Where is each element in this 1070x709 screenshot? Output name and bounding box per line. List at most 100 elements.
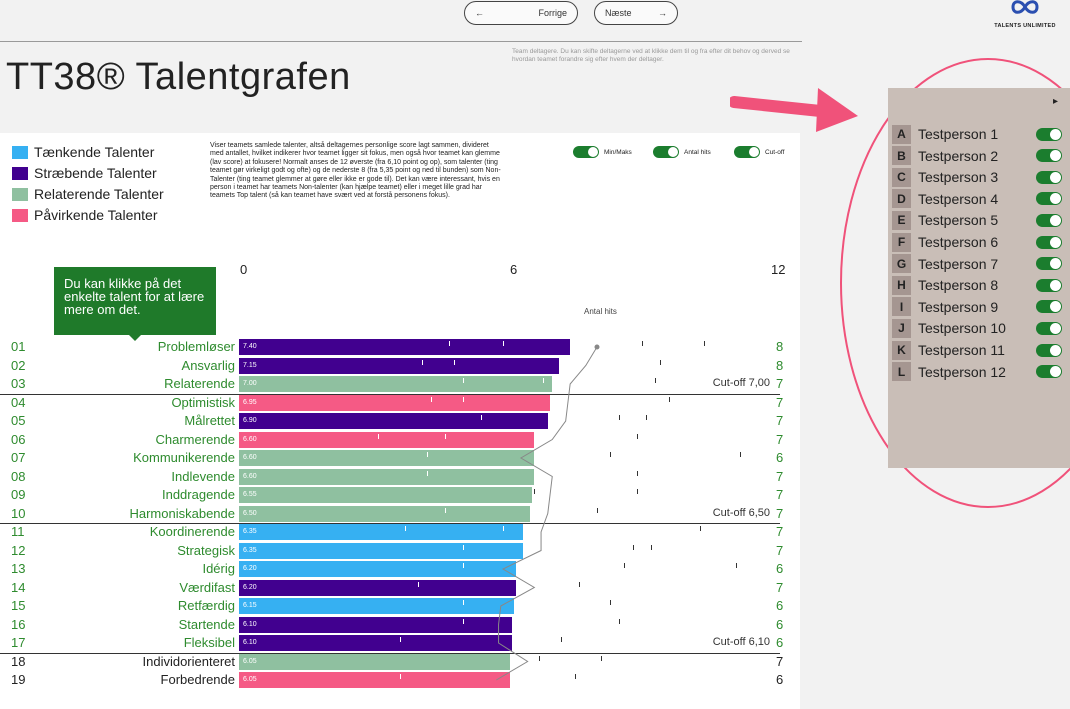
talent-name[interactable]: Fleksibel xyxy=(183,635,235,650)
talent-name[interactable]: Kommunikerende xyxy=(133,450,235,465)
hit-marker xyxy=(579,581,581,587)
participant-row[interactable]: I Testperson 9 xyxy=(892,296,1070,318)
talent-bar[interactable]: 6.95 xyxy=(239,394,550,411)
talent-row[interactable]: 02 Ansvarlig 7.15 8 xyxy=(0,357,800,375)
talent-number: 03 xyxy=(11,376,26,391)
talent-row[interactable]: 05 Målrettet 6.90 7 xyxy=(0,412,800,430)
participant-row[interactable]: C Testperson 3 xyxy=(892,166,1070,188)
talent-bar[interactable]: 7.00 xyxy=(239,376,553,392)
hit-marker xyxy=(426,452,428,457)
talent-name[interactable]: Værdifast xyxy=(179,579,235,595)
talent-bar[interactable]: 6.35 xyxy=(239,524,524,540)
hit-marker xyxy=(538,655,540,661)
talent-bar[interactable]: 6.05 xyxy=(239,653,510,670)
talent-name[interactable]: Inddragende xyxy=(161,487,235,502)
participant-toggle[interactable] xyxy=(1036,300,1062,314)
talent-name[interactable]: Charmerende xyxy=(155,431,236,447)
participant-row[interactable]: E Testperson 5 xyxy=(892,209,1070,231)
talent-bar[interactable]: 6.20 xyxy=(239,579,517,596)
talent-row[interactable]: 03 Relaterende 7.00 7 Cut-off 7,00 xyxy=(0,375,800,393)
hit-marker xyxy=(462,563,464,568)
participant-row[interactable]: L Testperson 12 xyxy=(892,361,1070,383)
talent-name[interactable]: Individorienteret xyxy=(142,653,236,669)
next-button[interactable]: Næste → xyxy=(594,1,678,25)
logo-text: TALENTS UNLIMITED xyxy=(994,23,1056,29)
participant-row[interactable]: H Testperson 8 xyxy=(892,274,1070,296)
participant-row[interactable]: K Testperson 11 xyxy=(892,339,1070,361)
talent-row[interactable]: 17 Fleksibel 6.10 6 Cut-off 6,10 xyxy=(0,634,800,652)
participant-toggle[interactable] xyxy=(1036,170,1062,184)
prev-button[interactable]: ← Forrige xyxy=(464,1,578,25)
panel-expand-icon[interactable]: ▸ xyxy=(1053,96,1059,107)
talent-row[interactable]: 01 Problemløser 7.40 8 xyxy=(0,338,800,356)
participant-row[interactable]: J Testperson 10 xyxy=(892,317,1070,339)
participant-toggle[interactable] xyxy=(1036,343,1062,357)
talent-bar[interactable]: 6.60 xyxy=(239,431,535,448)
participant-toggle[interactable] xyxy=(1036,149,1062,163)
talent-row[interactable]: 12 Strategisk 6.35 7 xyxy=(0,542,800,560)
talent-name[interactable]: Optimistisk xyxy=(171,394,235,410)
talent-name[interactable]: Strategisk xyxy=(177,542,235,558)
talent-bar[interactable]: 6.05 xyxy=(239,672,510,688)
participant-toggle[interactable] xyxy=(1036,235,1062,249)
talent-row[interactable]: 11 Koordinerende 6.35 7 xyxy=(0,523,800,541)
talent-row[interactable]: 16 Startende 6.10 6 xyxy=(0,616,800,634)
talent-bar[interactable]: 6.90 xyxy=(239,413,548,429)
participant-toggle[interactable] xyxy=(1036,213,1062,227)
toggle-minmax[interactable]: Min/Maks xyxy=(573,146,632,158)
participant-row[interactable]: G Testperson 7 xyxy=(892,253,1070,275)
legend-swatch xyxy=(12,208,28,222)
talent-row[interactable]: 13 Idérig 6.20 6 xyxy=(0,560,800,578)
participant-row[interactable]: D Testperson 4 xyxy=(892,188,1070,210)
talent-name[interactable]: Problemløser xyxy=(157,339,235,354)
toggle-switch[interactable] xyxy=(573,146,599,158)
talent-name[interactable]: Startende xyxy=(178,616,235,632)
talent-bar[interactable]: 6.50 xyxy=(239,505,530,522)
talent-bar[interactable]: 6.10 xyxy=(239,635,512,651)
talent-bar[interactable]: 6.15 xyxy=(239,598,515,614)
participant-row[interactable]: B Testperson 2 xyxy=(892,145,1070,167)
talent-row[interactable]: 14 Værdifast 6.20 7 xyxy=(0,579,800,597)
talent-name[interactable]: Idérig xyxy=(202,561,235,576)
participant-row[interactable]: A Testperson 1 xyxy=(892,123,1070,145)
talent-row[interactable]: 15 Retfærdig 6.15 6 xyxy=(0,597,800,615)
toggle-switch[interactable] xyxy=(734,146,760,158)
participant-toggle[interactable] xyxy=(1036,321,1062,335)
participant-toggle[interactable] xyxy=(1036,278,1062,292)
talent-name[interactable]: Målrettet xyxy=(184,413,235,428)
talent-bar[interactable]: 6.55 xyxy=(239,487,533,503)
talent-name[interactable]: Harmoniskabende xyxy=(129,505,235,521)
talent-name[interactable]: Retfærdig xyxy=(177,598,235,613)
talent-bar[interactable]: 7.40 xyxy=(239,339,571,355)
talent-row[interactable]: 08 Indlevende 6.60 7 xyxy=(0,468,800,486)
talent-row[interactable]: 04 Optimistisk 6.95 7 xyxy=(0,394,800,412)
talent-row[interactable]: 07 Kommunikerende 6.60 6 xyxy=(0,449,800,467)
talent-row[interactable]: 09 Inddragende 6.55 7 xyxy=(0,486,800,504)
talent-bar[interactable]: 6.35 xyxy=(239,542,524,559)
talent-name[interactable]: Ansvarlig xyxy=(181,357,235,373)
participant-toggle[interactable] xyxy=(1036,257,1062,271)
toggle-switch[interactable] xyxy=(653,146,679,158)
talent-name[interactable]: Relaterende xyxy=(164,376,235,391)
participant-toggle[interactable] xyxy=(1036,192,1062,206)
talent-bar[interactable]: 6.60 xyxy=(239,468,535,485)
talent-bar[interactable]: 6.20 xyxy=(239,561,517,577)
participant-row[interactable]: F Testperson 6 xyxy=(892,231,1070,253)
toggle-cutoff[interactable]: Cut-off xyxy=(734,146,784,158)
participant-name: Testperson 12 xyxy=(918,363,1006,380)
talent-row[interactable]: 18 Individorienteret 6.05 7 xyxy=(0,653,800,671)
toggle-hits[interactable]: Antal hits xyxy=(653,146,711,158)
talent-row[interactable]: 10 Harmoniskabende 6.50 7 Cut-off 6,50 xyxy=(0,505,800,523)
talent-bar[interactable]: 6.60 xyxy=(239,450,535,466)
talent-name[interactable]: Koordinerende xyxy=(149,524,235,539)
talent-name[interactable]: Forbedrende xyxy=(160,672,235,687)
participant-toggle[interactable] xyxy=(1036,127,1062,141)
header-divider xyxy=(0,41,802,42)
talent-bar[interactable]: 7.15 xyxy=(239,357,559,374)
participant-toggle[interactable] xyxy=(1036,365,1062,379)
talent-name[interactable]: Indlevende xyxy=(171,468,235,484)
talent-row[interactable]: 19 Forbedrende 6.05 6 xyxy=(0,671,800,689)
talent-row[interactable]: 06 Charmerende 6.60 7 xyxy=(0,431,800,449)
participant-name: Testperson 3 xyxy=(918,169,999,186)
talent-bar[interactable]: 6.10 xyxy=(239,616,512,633)
